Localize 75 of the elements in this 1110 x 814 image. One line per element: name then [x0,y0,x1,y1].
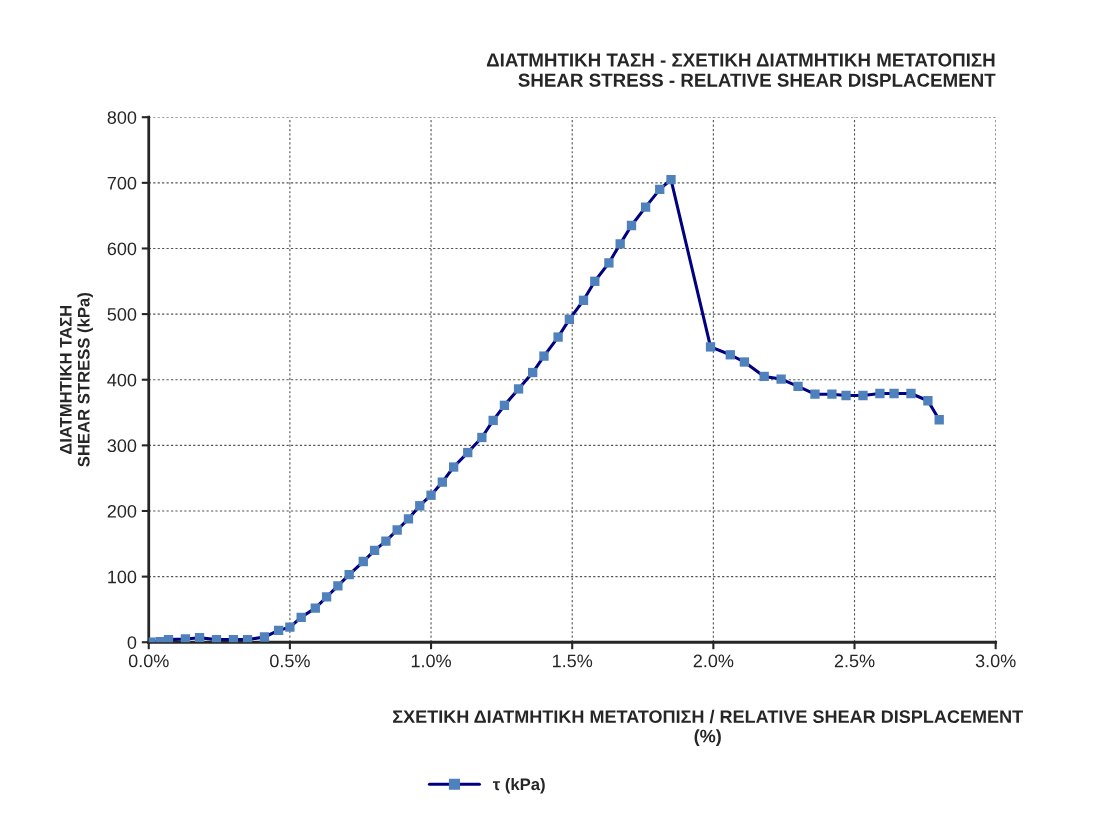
y-tick-label: 100 [108,570,137,584]
point [513,384,524,394]
point [369,545,380,556]
point [477,432,487,443]
point [415,501,425,511]
point [604,258,614,268]
point [163,634,174,643]
point [321,592,332,602]
point [553,332,563,342]
x-axis-title: ΣΧΕΤΙΚΗ ΔΙΑΤΜΗΤΙΚΗ ΜΕΤΑΤΟΠΙΣΗ / RELATIVE SHEAR DISPLACEMENT (%) [393,709,1023,747]
point [841,390,851,401]
x-tick-label: 1.0% [411,654,451,668]
point [392,525,402,535]
x-tick-label: 3.0% [975,654,1016,668]
point [906,388,916,399]
point [539,351,549,361]
point [358,556,368,567]
y-tick-label: 0 [127,636,137,649]
x-tick-label: 1.5% [553,654,593,668]
y-tick-label: 800 [107,111,137,124]
point [242,634,253,643]
point [499,400,510,410]
point [463,447,473,458]
point [296,612,306,622]
point [923,396,933,406]
point [810,389,820,399]
point [858,390,868,401]
point [739,357,750,367]
point [194,632,205,643]
point [655,184,665,195]
point [259,632,270,642]
point [528,367,538,378]
point [437,477,447,487]
x-tick-label: 2.5% [834,654,875,668]
y-tick-label: 300 [107,439,137,453]
point [725,350,735,360]
point [759,371,769,382]
point [344,569,354,580]
y-tick-label: 400 [107,373,137,387]
point [310,603,320,613]
point [590,276,600,286]
point [578,295,589,305]
point [705,342,716,352]
point [180,634,191,643]
point [666,174,676,185]
point [827,389,837,399]
point [488,415,498,426]
y-tick-label: 600 [107,242,137,256]
point [640,202,651,212]
point [426,490,436,500]
point [381,536,391,546]
y-tick-label: 500 [107,308,137,321]
y-tick-label: 200 [107,504,137,518]
point [889,388,899,399]
point [228,634,239,643]
x-tick-label: 2.0% [693,654,734,668]
y-tick-label: 700 [107,176,137,190]
point [776,374,786,384]
point [615,239,625,249]
point [448,462,459,472]
point [333,581,343,591]
point [626,220,637,231]
point [934,415,944,425]
chart-title: ΔΙΑΤΜΗΤΙΚΗ ΤΑΣΗ - ΣΧΕΤΙΚΗ ΔΙΑΤΜΗΤΙΚΗ ΜΕΤΑΤΟΠΙΣΗ SHEAR STRESS - RELATIVE SHEAR DISPLACEMENT [486,53,996,87]
point [403,514,414,524]
point [211,634,222,643]
x-tick-label: 0.5% [270,654,310,668]
point [285,622,295,632]
legend-label: τ (kPa) [492,778,545,794]
point [273,625,284,636]
point [875,388,885,399]
point [564,314,575,325]
point [793,381,803,391]
y-axis-title: ΔΙΑΤΜΗΤΙΚΗ ΤΑΣΗ SHEAR STRESS (kPa) [60,293,93,467]
x-tick-label: 0.0% [128,654,169,668]
